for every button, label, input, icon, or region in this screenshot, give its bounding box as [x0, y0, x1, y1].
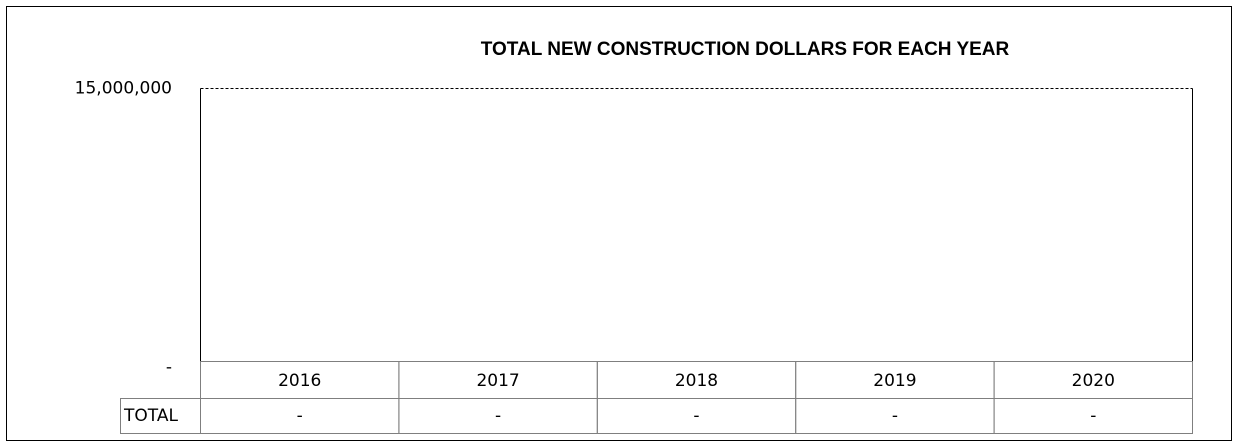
x-tick-label: 2020: [1072, 371, 1115, 391]
chart-frame: [6, 6, 1232, 441]
data-label: -: [495, 406, 501, 426]
table-cell: [993, 398, 1193, 434]
data-label: -: [1090, 406, 1096, 426]
y-tick-label: -: [166, 358, 172, 378]
x-tick-label: 2018: [675, 371, 718, 391]
data-label: -: [693, 406, 699, 426]
x-tick-label: 2017: [476, 371, 519, 391]
x-tick-label: 2019: [873, 371, 916, 391]
x-tick-label: 2016: [278, 371, 321, 391]
data-label: -: [297, 406, 303, 426]
y-tick-label: 15,000,000: [75, 79, 172, 99]
chart-title: TOTAL NEW CONSTRUCTION DOLLARS FOR EACH …: [481, 39, 1010, 60]
legend-label: TOTAL: [123, 406, 178, 426]
data-label: -: [892, 406, 898, 426]
